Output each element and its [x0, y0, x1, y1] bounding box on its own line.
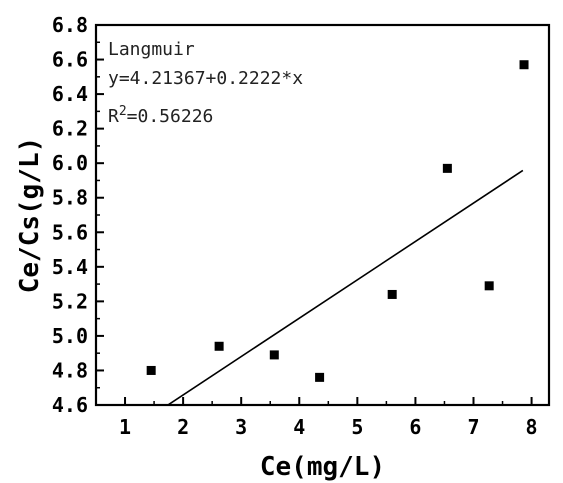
annotation-r2-prefix: R — [108, 106, 119, 127]
annotation-r2: R2=0.56226 — [108, 104, 213, 127]
y-tick-label: 5.8 — [52, 186, 88, 210]
x-tick-label: 8 — [526, 415, 538, 439]
y-tick-label: 6.6 — [52, 48, 88, 72]
data-points — [146, 60, 529, 382]
data-point — [387, 289, 397, 299]
fit-line — [168, 169, 524, 406]
x-axis-ticks: 1 2 3 4 5 6 7 8 — [119, 397, 538, 439]
x-axis-title: Ce(mg/L) — [260, 452, 385, 482]
data-point — [146, 365, 156, 375]
x-tick-label: 5 — [351, 415, 363, 439]
y-tick-label: 6.2 — [52, 117, 88, 141]
data-point — [269, 350, 279, 360]
annotation-model: Langmuir — [108, 39, 195, 60]
x-tick-label: 3 — [235, 415, 247, 439]
x-tick-label: 1 — [119, 415, 131, 439]
y-tick-label: 6.8 — [52, 13, 88, 37]
y-tick-label: 4.8 — [52, 358, 88, 382]
y-tick-label: 5.4 — [52, 255, 88, 279]
y-tick-label: 5.2 — [52, 289, 88, 313]
data-point — [315, 372, 325, 382]
annotation-equation: y=4.21367+0.2222*x — [108, 68, 303, 89]
y-tick-label: 5.6 — [52, 220, 88, 244]
x-tick-label: 7 — [467, 415, 479, 439]
x-tick-label: 6 — [409, 415, 421, 439]
data-point — [519, 60, 529, 70]
y-tick-label: 6.4 — [52, 82, 88, 106]
x-tick-label: 2 — [177, 415, 189, 439]
y-tick-label: 4.6 — [52, 393, 88, 417]
y-tick-label: 5.0 — [52, 324, 88, 348]
x-tick-label: 4 — [293, 415, 305, 439]
data-point — [484, 281, 494, 291]
fit-line-group — [168, 169, 524, 406]
annotation-r2-value: =0.56226 — [127, 106, 214, 127]
y-tick-label: 6.0 — [52, 151, 88, 175]
y-axis-ticks: 4.6 4.8 5.0 5.2 5.4 5.6 5.8 6.0 6.2 6.4 6.6 6.8 — [52, 13, 104, 417]
y-axis-title: Ce/Cs(g/L) — [15, 137, 45, 294]
data-point — [214, 341, 224, 351]
data-point — [442, 163, 452, 173]
annotation-r2-superscript: 2 — [119, 104, 127, 119]
